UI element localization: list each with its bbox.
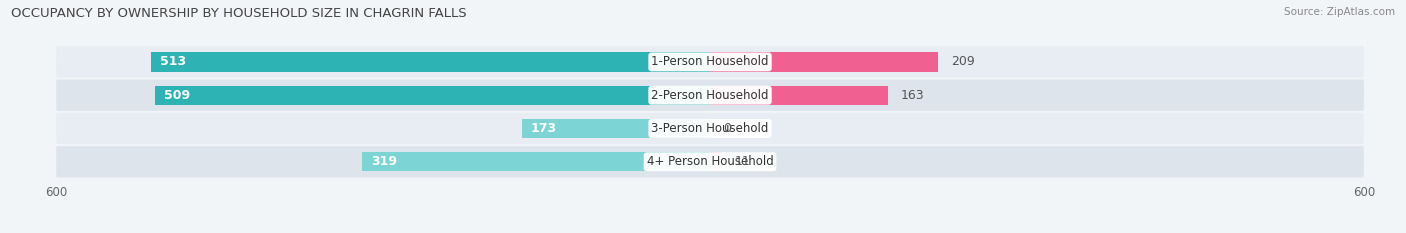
Text: 319: 319 [371,155,396,168]
Text: 509: 509 [165,89,190,102]
Text: 513: 513 [160,55,186,69]
FancyBboxPatch shape [56,113,1364,144]
Text: 1-Person Household: 1-Person Household [651,55,769,69]
Bar [363,152,710,171]
Bar [150,52,710,72]
Bar [710,52,938,72]
Text: 2-Person Household: 2-Person Household [651,89,769,102]
Legend: Owner-occupied, Renter-occupied: Owner-occupied, Renter-occupied [576,229,844,233]
FancyBboxPatch shape [56,46,1364,78]
Bar [156,86,710,105]
Text: 0: 0 [723,122,731,135]
Text: 173: 173 [530,122,557,135]
Text: 4+ Person Household: 4+ Person Household [647,155,773,168]
Bar [522,119,710,138]
Text: 209: 209 [950,55,974,69]
Text: 3-Person Household: 3-Person Household [651,122,769,135]
FancyBboxPatch shape [56,79,1364,111]
Text: OCCUPANCY BY OWNERSHIP BY HOUSEHOLD SIZE IN CHAGRIN FALLS: OCCUPANCY BY OWNERSHIP BY HOUSEHOLD SIZE… [11,7,467,20]
FancyBboxPatch shape [56,146,1364,177]
Bar [710,152,723,171]
Text: 163: 163 [901,89,924,102]
Bar [710,86,887,105]
Text: Source: ZipAtlas.com: Source: ZipAtlas.com [1284,7,1395,17]
Text: 11: 11 [735,155,751,168]
